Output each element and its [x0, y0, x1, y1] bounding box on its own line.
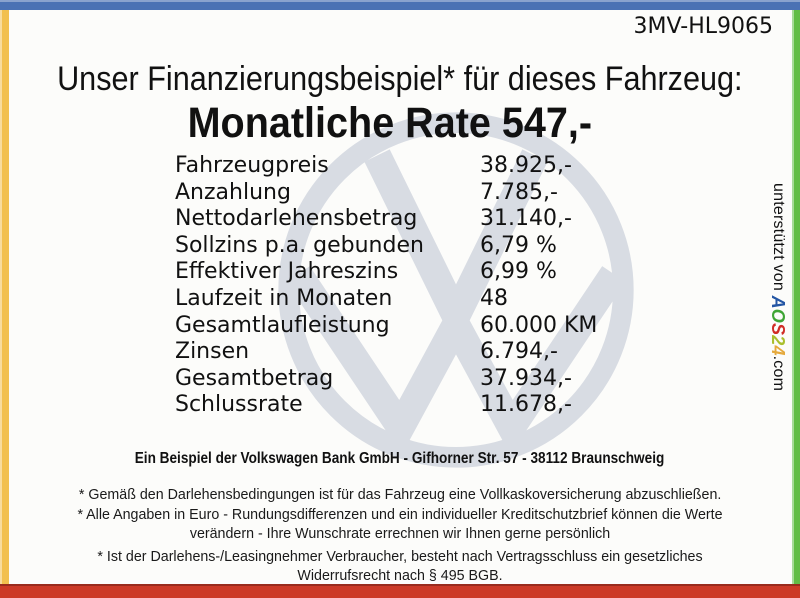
frame-right-bar	[792, 10, 800, 584]
bank-address-text: Ein Beispiel der Volkswagen Bank GmbH - …	[135, 450, 665, 467]
finance-row-value: 6,79 %	[480, 232, 557, 258]
finance-row-label: Sollzins p.a. gebunden	[175, 232, 424, 258]
bank-address-line: Ein Beispiel der Volkswagen Bank GmbH - …	[0, 449, 800, 468]
aos24-logo-letter: A	[768, 295, 788, 309]
finance-row-value: 31.140,-	[480, 206, 572, 232]
footnote-insurance: * Gemäß den Darlehensbedingungen ist für…	[0, 486, 800, 505]
vehicle-ref-code: 3MV-HL9065	[633, 14, 773, 39]
table-row: Laufzeit in Monaten 48	[175, 286, 597, 313]
footnote-euro-rounding: * Alle Angaben in Euro - Rundungsdiffere…	[0, 506, 800, 543]
table-row: Effektiver Jahreszins 6,99 %	[175, 259, 597, 286]
monthly-rate-headline: Monatliche Rate 547,-	[187, 99, 593, 147]
supported-by-credit: unterstützt von AOS24.com	[768, 183, 788, 392]
table-row: Sollzins p.a. gebunden 6,79 %	[175, 233, 597, 260]
finance-row-label: Laufzeit in Monaten	[175, 285, 393, 311]
footnote-withdrawal-right: * Ist der Darlehens-/Leasingnehmer Verbr…	[0, 548, 800, 585]
frame-bottom-bar	[0, 584, 800, 598]
table-row: Fahrzeugpreis 38.925,-	[175, 153, 597, 180]
table-row: Gesamtlaufleistung 60.000 KM	[175, 313, 597, 340]
finance-row-value: 7.785,-	[480, 179, 558, 205]
finance-row-label: Gesamtbetrag	[175, 365, 334, 391]
footnote-text: * Gemäß den Darlehensbedingungen ist für…	[78, 486, 722, 503]
finance-row-value: 60.000 KM	[480, 312, 598, 338]
finance-row-value: 38.925,-	[480, 153, 572, 178]
table-row: Anzahlung 7.785,-	[175, 180, 597, 207]
finance-row-label: Nettodarlehensbetrag	[175, 206, 418, 232]
table-row: Schlussrate 11.678,-	[175, 392, 597, 419]
table-row: Nettodarlehensbetrag 31.140,-	[175, 206, 597, 233]
finance-row-value: 6,99 %	[480, 259, 557, 285]
finance-row-value: 6.794,-	[480, 339, 558, 365]
finance-row-label: Gesamtlaufleistung	[175, 312, 390, 338]
aos24-logo-letter: S	[768, 323, 788, 336]
aos24-logo-letter: 4	[768, 345, 788, 356]
footnote-text: * Ist der Darlehens-/Leasingnehmer Verbr…	[97, 548, 703, 584]
aos24-logo-letter: O	[768, 308, 788, 323]
finance-row-value: 48	[480, 285, 508, 311]
finance-row-label: Anzahlung	[175, 179, 291, 205]
aos24-logo-letter: 2	[768, 335, 788, 346]
supported-by-suffix: .com	[770, 355, 787, 392]
finance-row-label: Fahrzeugpreis	[175, 153, 329, 178]
offer-title-row: Unser Finanzierungsbeispiel* für dieses …	[0, 60, 800, 98]
offer-title: Unser Finanzierungsbeispiel* für dieses …	[57, 60, 743, 98]
footnote-text: * Alle Angaben in Euro - Rundungsdiffere…	[77, 506, 723, 542]
finance-row-label: Zinsen	[175, 339, 250, 365]
monthly-rate-row: Monatliche Rate 547,-	[0, 98, 780, 148]
frame-top-bar	[0, 0, 800, 10]
vw-logo-watermark	[268, 102, 644, 478]
finance-row-value: 37.934,-	[480, 365, 572, 391]
finance-row-value: 11.678,-	[480, 392, 572, 418]
finance-table: Fahrzeugpreis 38.925,- Anzahlung 7.785,-…	[175, 153, 597, 419]
finance-row-label: Effektiver Jahreszins	[175, 259, 399, 285]
supported-by-prefix: unterstützt von	[770, 183, 787, 296]
finance-row-label: Schlussrate	[175, 392, 303, 418]
table-row: Zinsen 6.794,-	[175, 339, 597, 366]
frame-left-bar	[0, 10, 9, 584]
table-row: Gesamtbetrag 37.934,-	[175, 366, 597, 393]
